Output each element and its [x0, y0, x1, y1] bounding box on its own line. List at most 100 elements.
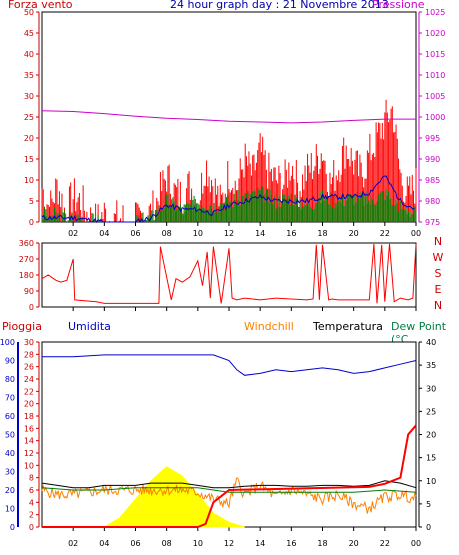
temp-tick-label: 10	[426, 477, 436, 486]
rain-x-tick-label: 06	[130, 539, 140, 548]
dewpoint-line	[41, 487, 417, 493]
rain-x-tick-label: 12	[224, 539, 234, 548]
temp-tick-label: 20	[426, 431, 436, 440]
rain-x-tick-label: 22	[380, 539, 390, 548]
wind-left-tick-label: 40	[24, 50, 34, 59]
compass-label-s: S	[435, 267, 442, 280]
wind-x-tick-label: 00	[411, 229, 421, 238]
temp-tick-label: 30	[426, 384, 436, 393]
pressure-right-tick-label: 985	[425, 176, 440, 185]
temp-tick-label: 5	[426, 500, 431, 509]
rain-x-tick-label: 14	[255, 539, 265, 548]
pressure-right-tick-label: 1025	[425, 8, 445, 17]
wind-x-tick-label: 14	[255, 229, 265, 238]
title-pressione: Pressione	[372, 0, 425, 11]
wind-left-tick-label: 50	[24, 8, 34, 17]
rain-line	[42, 424, 417, 528]
pressure-right-tick-label: 990	[425, 155, 440, 164]
wind-x-tick-label: 18	[317, 229, 327, 238]
rain-tick-label: 28	[24, 350, 34, 359]
rain-tick-label: 16	[24, 424, 34, 433]
rain-tick-label: 18	[24, 412, 34, 421]
wind-x-tick-label: 02	[68, 229, 78, 238]
pressure-right-tick-label: 1000	[425, 113, 445, 122]
temp-tick-label: 35	[426, 361, 436, 370]
humidity-tick-label: 40	[5, 449, 15, 458]
wind-x-tick-label: 06	[130, 229, 140, 238]
label-temperatura: Temperatura	[313, 320, 383, 333]
temp-tick-label: 40	[426, 338, 436, 347]
wind-left-tick-label: 35	[24, 71, 34, 80]
rain-x-tick-label: 10	[193, 539, 203, 548]
pressure-right-tick-label: 980	[425, 197, 440, 206]
temp-tick-label: 25	[426, 407, 436, 416]
wind-left-tick-label: 30	[24, 92, 34, 101]
rain-x-tick-label: 04	[99, 539, 109, 548]
rain-x-tick-label: 00	[411, 539, 421, 548]
humidity-tick-label: 80	[5, 375, 15, 384]
rain-tick-label: 12	[24, 449, 34, 458]
compass-label-w: W	[433, 251, 444, 264]
wind-x-tick-label: 20	[349, 229, 359, 238]
rain-tick-label: 6	[29, 486, 34, 495]
humidity-tick-label: 0	[10, 523, 15, 532]
direction-tick-label: 180	[19, 271, 34, 280]
wind-x-tick-label: 10	[193, 229, 203, 238]
pressure-right-tick-label: 1005	[425, 92, 445, 101]
rain-x-tick-label: 20	[349, 539, 359, 548]
wind-left-tick-label: 5	[29, 197, 34, 206]
wind-direction-line	[41, 243, 417, 304]
temp-tick-label: 15	[426, 454, 436, 463]
rain-tick-label: 22	[24, 387, 34, 396]
humidity-tick-label: 50	[5, 431, 15, 440]
rain-x-tick-label: 08	[162, 539, 172, 548]
wind-left-tick-label: 45	[24, 29, 34, 38]
wind-x-tick-label: 08	[162, 229, 172, 238]
pressure-line	[41, 110, 416, 124]
wind-left-tick-label: 20	[24, 134, 34, 143]
humidity-tick-label: 10	[5, 505, 15, 514]
humidity-line	[42, 354, 417, 376]
label-pioggia: Pioggia	[2, 320, 42, 333]
title-forza-vento: Forza vento	[8, 0, 73, 11]
rain-x-tick-label: 18	[317, 539, 327, 548]
wind-avg-line	[41, 175, 415, 224]
compass-label-e: E	[435, 283, 442, 296]
rain-tick-label: 24	[24, 375, 34, 384]
label-umidita: Umidita	[68, 320, 111, 333]
rain-x-tick-label: 02	[68, 539, 78, 548]
rain-tick-label: 4	[29, 498, 34, 507]
humidity-tick-label: 20	[5, 486, 15, 495]
pressure-right-tick-label: 975	[425, 218, 440, 227]
wind-x-tick-label: 22	[380, 229, 390, 238]
rain-x-tick-label: 16	[286, 539, 296, 548]
pressure-right-tick-label: 1015	[425, 50, 445, 59]
direction-tick-label: 0	[29, 303, 34, 312]
humidity-tick-label: 100	[0, 338, 15, 347]
label-windchill: Windchill	[244, 320, 294, 333]
windchill-line	[41, 477, 417, 514]
humidity-tick-label: 60	[5, 412, 15, 421]
title-date: 24 hour graph day : 21 Novembre 2013	[170, 0, 389, 11]
humidity-tick-label: 70	[5, 394, 15, 403]
direction-tick-label: 360	[19, 239, 34, 248]
compass-label-n: N	[434, 299, 442, 312]
wind-left-tick-label: 15	[24, 155, 34, 164]
rain-tick-label: 0	[29, 523, 34, 532]
rain-tick-label: 30	[24, 338, 34, 347]
wind-left-tick-label: 0	[29, 218, 34, 227]
rain-tick-label: 8	[29, 474, 34, 483]
wind-left-tick-label: 25	[24, 113, 34, 122]
rain-tick-label: 20	[24, 400, 34, 409]
temp-tick-label: 0	[426, 523, 431, 532]
wind-x-tick-label: 16	[286, 229, 296, 238]
wind-x-tick-label: 12	[224, 229, 234, 238]
pressure-right-tick-label: 995	[425, 134, 440, 143]
direction-tick-label: 270	[19, 255, 34, 264]
pressure-right-tick-label: 1010	[425, 71, 445, 80]
wind-left-tick-label: 10	[24, 176, 34, 185]
direction-tick-label: 90	[24, 287, 34, 296]
humidity-tick-label: 90	[5, 357, 15, 366]
